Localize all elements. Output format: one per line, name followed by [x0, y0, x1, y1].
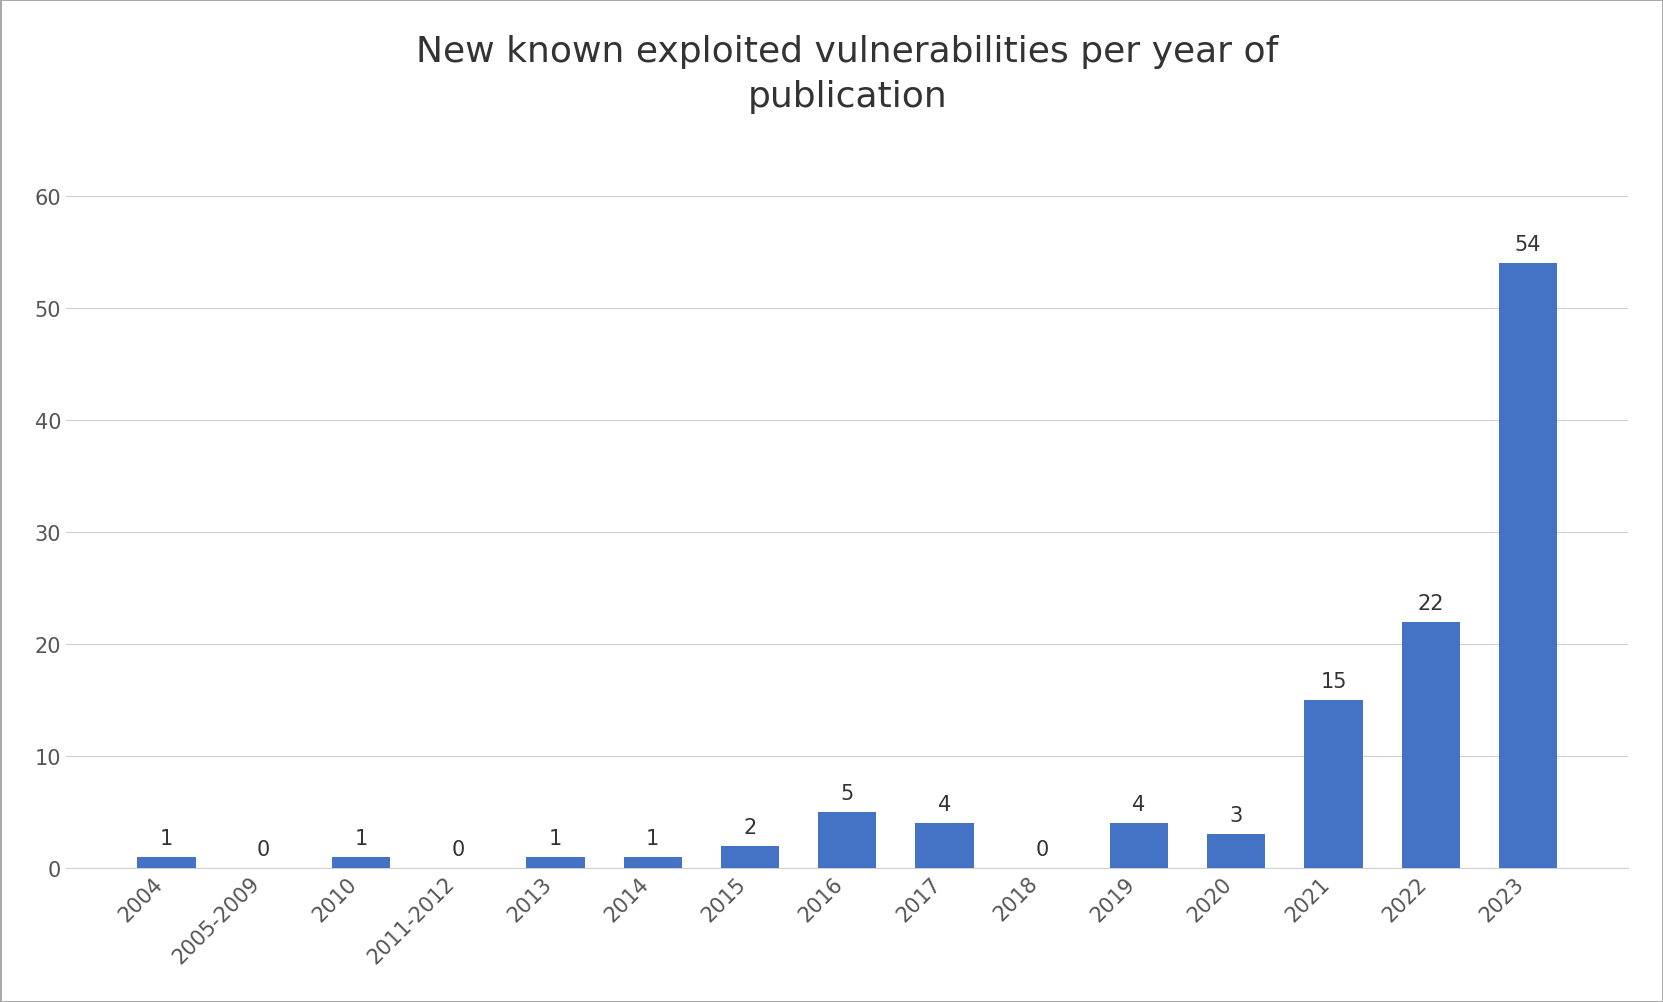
Bar [1109, 824, 1167, 868]
Bar [1304, 700, 1362, 868]
Text: 1: 1 [160, 828, 173, 848]
Bar [818, 813, 876, 868]
Text: 0: 0 [1034, 839, 1048, 859]
Bar [1402, 622, 1460, 868]
Title: New known exploited vulnerabilities per year of
publication: New known exploited vulnerabilities per … [416, 35, 1279, 113]
Bar [331, 857, 391, 868]
Text: 1: 1 [549, 828, 562, 848]
Text: 2: 2 [743, 817, 757, 837]
Bar [720, 846, 780, 868]
Bar [624, 857, 682, 868]
Bar [1207, 835, 1266, 868]
Text: 4: 4 [938, 795, 951, 815]
Text: 1: 1 [647, 828, 659, 848]
Bar [915, 824, 975, 868]
Text: 5: 5 [840, 784, 853, 804]
Text: 15: 15 [1320, 671, 1347, 691]
Bar [526, 857, 585, 868]
Text: 3: 3 [1229, 806, 1242, 826]
Text: 54: 54 [1515, 235, 1542, 256]
Text: 0: 0 [452, 839, 466, 859]
Bar [1498, 265, 1557, 868]
Text: 1: 1 [354, 828, 368, 848]
Text: 22: 22 [1417, 593, 1443, 613]
Bar [138, 857, 196, 868]
Text: 4: 4 [1133, 795, 1146, 815]
Text: 0: 0 [258, 839, 271, 859]
